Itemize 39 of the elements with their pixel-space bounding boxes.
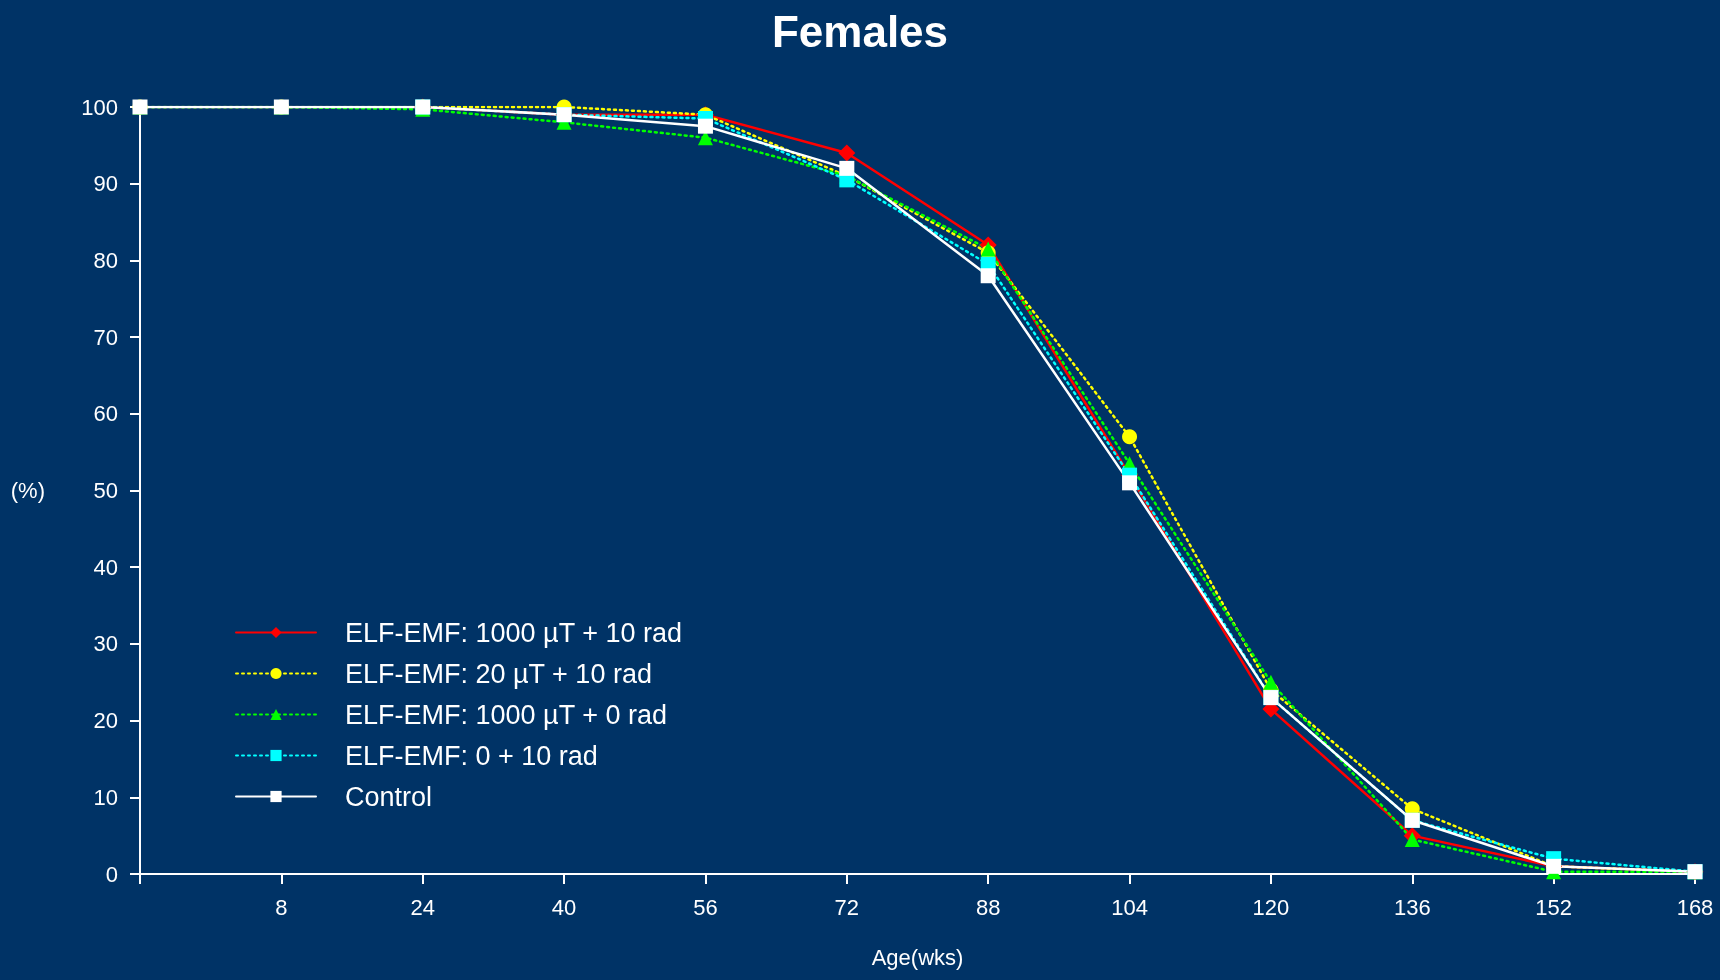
legend-label: Control [345,781,433,812]
point [697,118,713,134]
x-tick-label: 136 [1393,894,1431,920]
y-tick-label: 20 [93,708,118,734]
x-tick-label: 168 [1676,894,1714,920]
y-tick-label: 30 [93,631,118,657]
y-tick-label: 70 [93,324,118,350]
point [1263,674,1279,690]
y-tick-label: 40 [93,554,118,580]
point [1404,831,1420,847]
x-tick-label: 120 [1252,894,1290,920]
legend-label: ELF-EMF: 0 + 10 rad [345,740,598,771]
x-tick-label: 88 [975,894,1001,920]
legend-label: ELF-EMF: 1000 µT + 10 rad [345,617,682,648]
x-tick-label: 8 [275,894,288,920]
x-tick-label: 56 [693,894,718,920]
y-tick-label: 80 [93,247,118,273]
x-tick-label: 72 [834,894,860,920]
point [838,144,856,162]
legend-label: ELF-EMF: 20 µT + 10 rad [345,658,652,689]
y-tick-label: 60 [93,401,118,427]
point [839,160,855,176]
y-axis-title: (%) [10,478,45,503]
point [980,268,996,284]
x-tick-label: 104 [1111,894,1148,920]
y-tick-label: 0 [105,861,118,887]
x-tick-label: 152 [1535,894,1572,920]
y-tick-label: 50 [93,478,118,503]
point [1122,429,1138,445]
y-tick-label: 10 [93,784,118,810]
y-tick-label: 100 [81,94,118,120]
point [1122,475,1138,491]
y-tick-label: 90 [93,171,118,197]
chart-title: Females [771,6,949,56]
x-tick-label: 24 [410,894,435,920]
x-axis-title: Age(wks) [871,944,964,970]
legend-label: ELF-EMF: 1000 µT + 0 rad [345,699,667,730]
x-tick-label: 40 [551,894,577,920]
point [980,241,996,257]
